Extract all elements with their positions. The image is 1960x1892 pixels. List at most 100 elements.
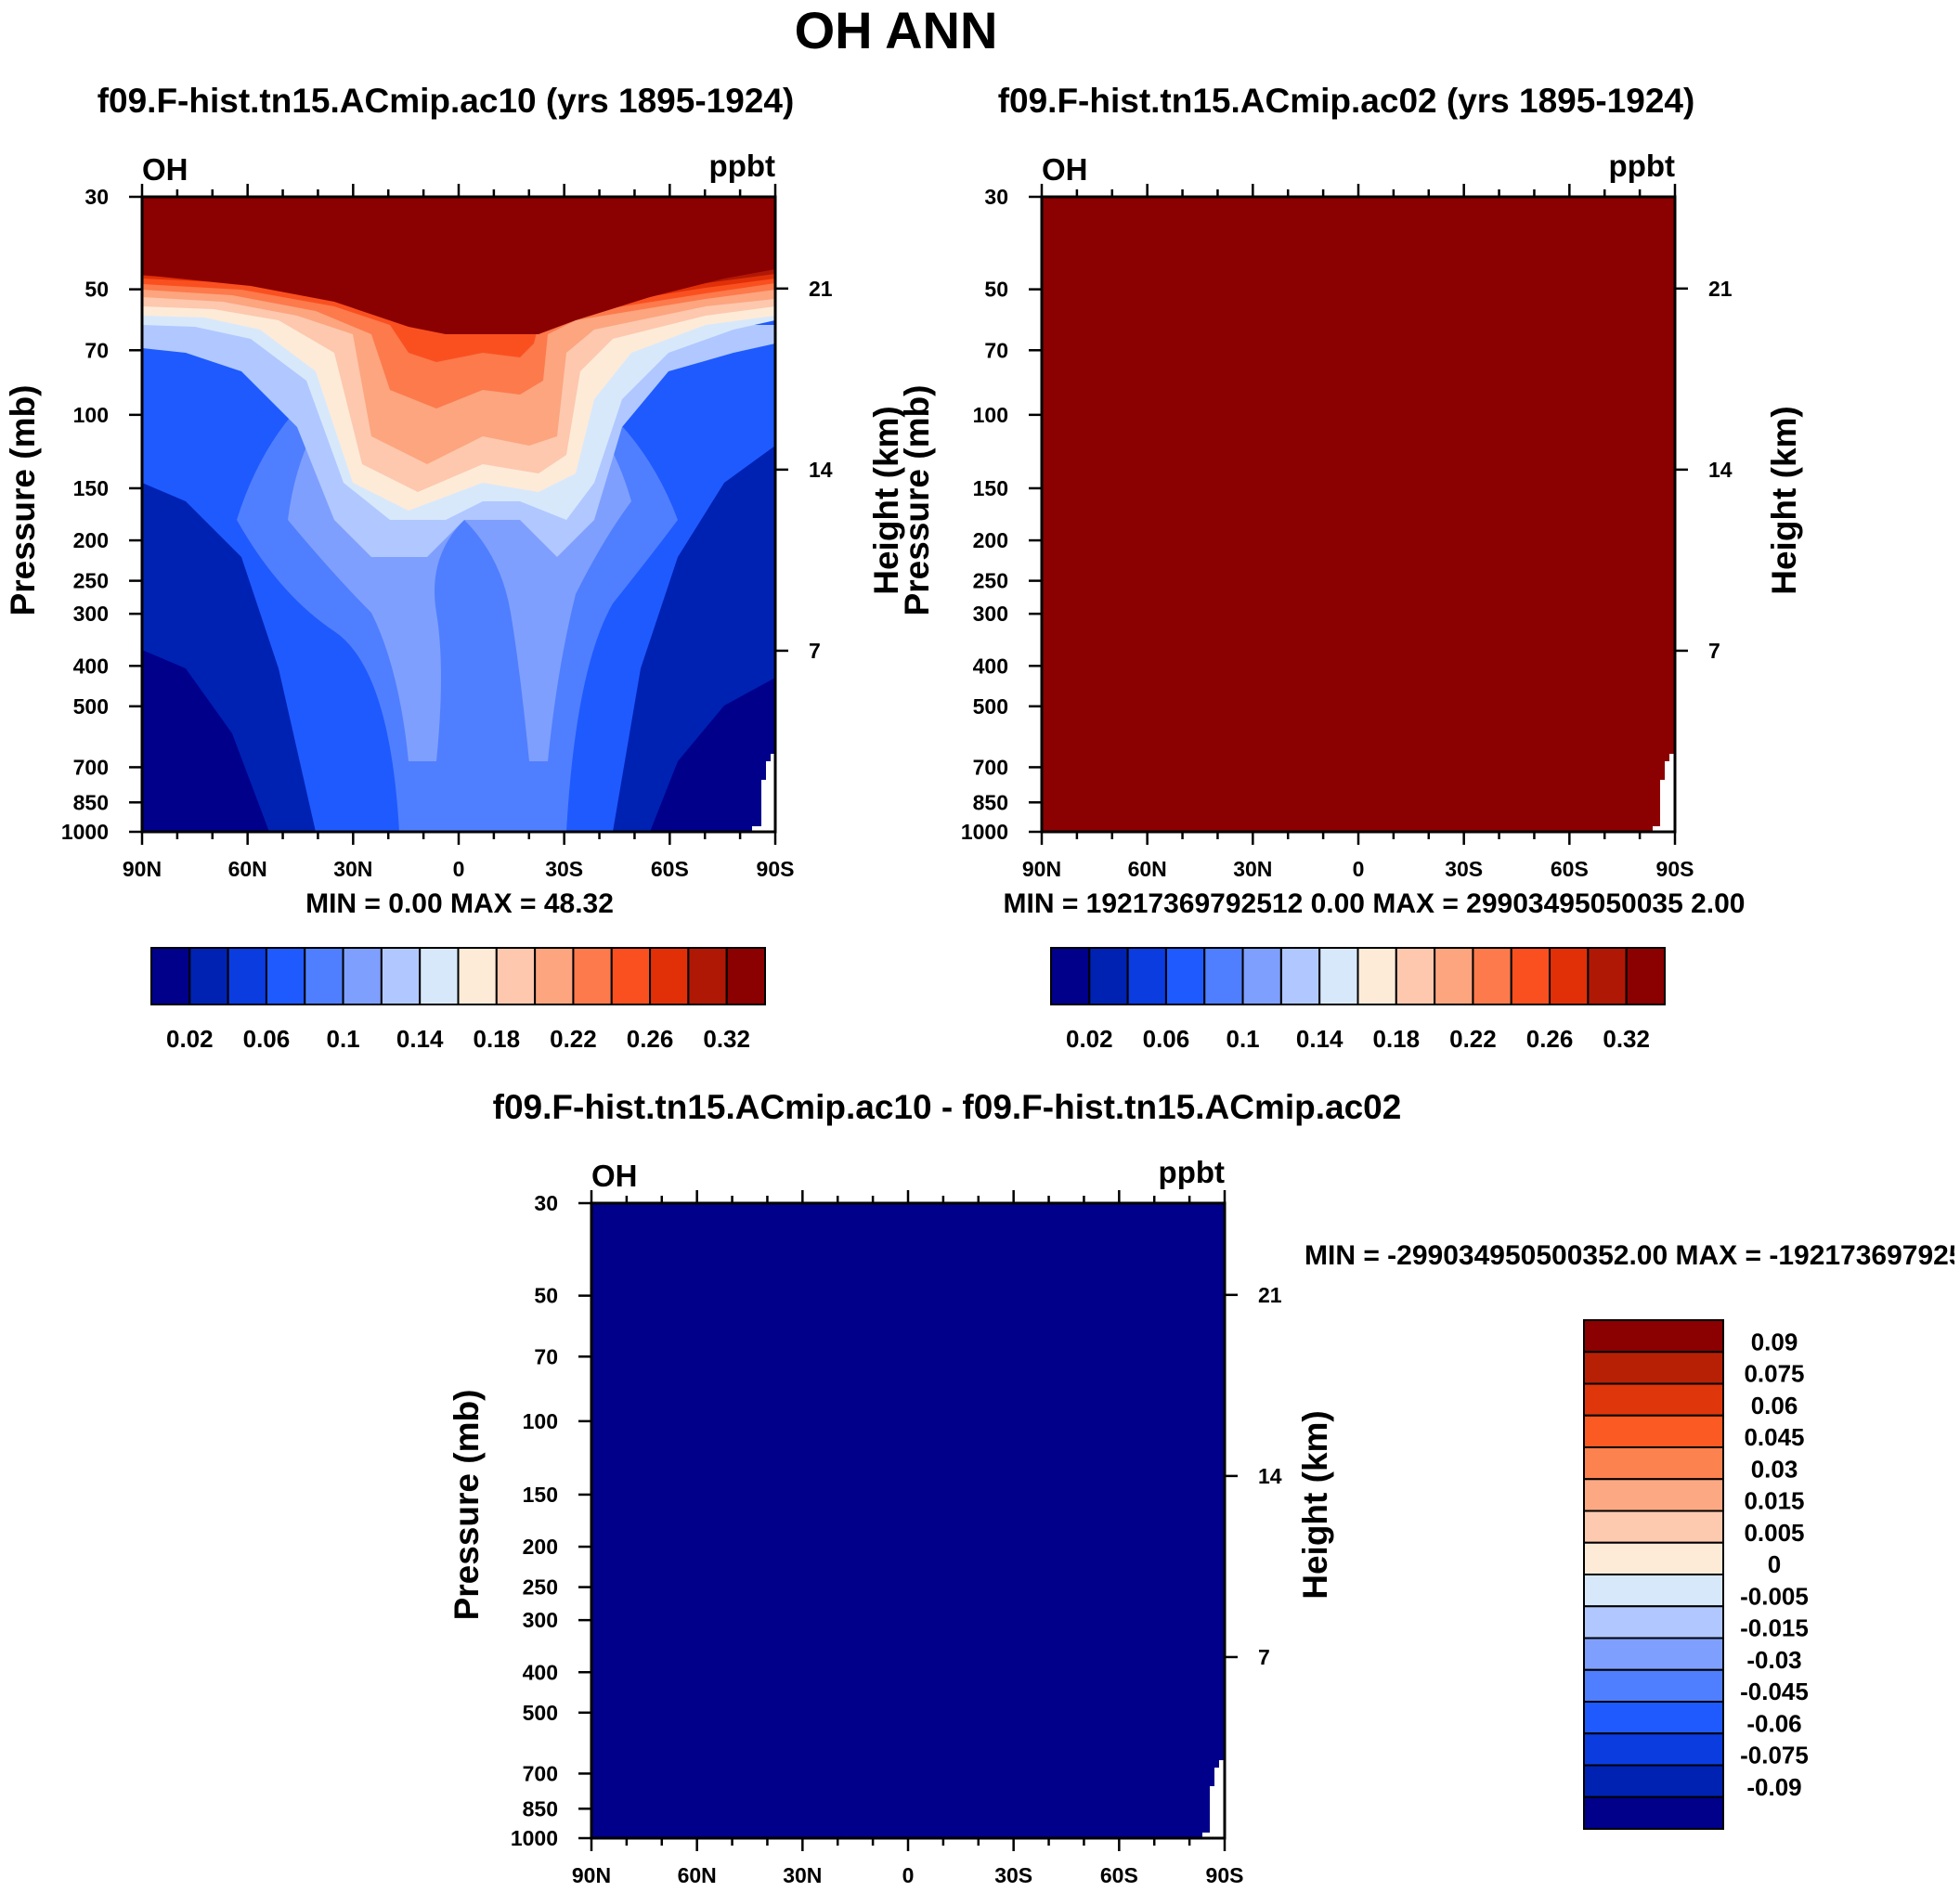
panel2-ytick-label: 850	[973, 790, 1008, 814]
colorbar-panel2-swatch	[1088, 947, 1129, 1005]
colorbar-diff-swatch	[1583, 1414, 1724, 1448]
panel3-ytick-label: 50	[534, 1284, 558, 1308]
colorbar-panel1-label: 0.02	[166, 1025, 214, 1053]
colorbar-diff-swatch	[1583, 1319, 1724, 1354]
colorbar-diff-label: -0.03	[1746, 1646, 1801, 1674]
colorbar-panel1-swatch	[380, 947, 422, 1005]
panel2-ytick-label: 500	[973, 694, 1008, 719]
colorbar-panel1-swatch	[265, 947, 306, 1005]
colorbar-panel2-swatch	[1279, 947, 1321, 1005]
colorbar-diff-swatch	[1583, 1701, 1724, 1735]
panel3-xtick-label: 60N	[678, 1863, 717, 1887]
colorbar-diff: 0.09 0.075 0.06 0.045 0.03 0.015 0.005 0 -0.005 -…	[1583, 1319, 1809, 1830]
panel1-xtick-label: 0	[453, 857, 465, 881]
panel2-ytick-label: 300	[973, 602, 1008, 626]
panel2-field	[1042, 197, 1675, 832]
colorbar-diff-label: 0.06	[1751, 1392, 1798, 1419]
panel3-ytick-label: 1000	[511, 1826, 558, 1850]
colorbar-diff-swatch	[1583, 1795, 1724, 1830]
colorbar-diff-label: 0.005	[1744, 1519, 1804, 1547]
colorbar-panel1-swatch	[227, 947, 267, 1005]
panel2-ytick-label: 400	[973, 654, 1008, 678]
panel2-y2tick-label: 7	[1708, 639, 1720, 663]
panel1-axes: 3050701001502002503004005007008501000211…	[61, 149, 833, 881]
panel3-y2tick-label: 7	[1258, 1645, 1270, 1669]
panel2-y2tick-label: 14	[1708, 458, 1733, 482]
colorbar-diff-swatch	[1583, 1510, 1724, 1544]
panel3-ytick-label: 100	[523, 1409, 558, 1433]
colorbar-panel1-swatch	[495, 947, 537, 1005]
colorbar-diff-swatch	[1583, 1668, 1724, 1703]
panel2-ytick-label: 1000	[961, 820, 1008, 844]
colorbar-panel2-swatch	[1510, 947, 1551, 1005]
panel2-xtick-label: 30N	[1233, 857, 1272, 881]
colorbar-diff-swatch	[1583, 1764, 1724, 1798]
panel3-ytick-label: 500	[523, 1701, 558, 1725]
colorbar-panel1-swatch	[188, 947, 229, 1005]
panel3-field	[591, 1203, 1225, 1838]
panel3-title: f09.F-hist.tn15.ACmip.ac10 - f09.F-hist.…	[492, 1088, 1402, 1126]
panel2-ytick-label: 50	[984, 278, 1008, 302]
panel3-xtick-label: 30S	[994, 1863, 1032, 1887]
colorbar-panel2-swatch	[1203, 947, 1244, 1005]
colorbar-panel1-swatch	[649, 947, 690, 1005]
colorbar-diff-label: 0.03	[1751, 1455, 1798, 1483]
colorbar-panel1-swatch	[342, 947, 383, 1005]
colorbar-diff-swatch	[1583, 1605, 1724, 1639]
panel1-xtick-label: 60S	[651, 857, 689, 881]
panel3-ytick-label: 300	[523, 1608, 558, 1632]
panel2-xtick-label: 0	[1353, 857, 1365, 881]
colorbar-diff-swatch	[1583, 1637, 1724, 1671]
panel3-var-name: OH	[591, 1159, 638, 1193]
figure-title: OH ANN	[794, 1, 998, 59]
panel1-y2tick-label: 7	[809, 639, 821, 663]
colorbar-panel1-label: 0.22	[550, 1025, 597, 1053]
colorbar-diff-label: -0.005	[1740, 1582, 1809, 1610]
colorbar-diff-label: -0.09	[1746, 1773, 1801, 1801]
panel1-fill-white-corner	[752, 754, 775, 832]
panel2-xtick-label: 90N	[1022, 857, 1061, 881]
panel1-y2tick-label: 21	[809, 277, 833, 301]
colorbar-panel2-swatch	[1395, 947, 1436, 1005]
colorbar-panel2-swatch	[1318, 947, 1359, 1005]
panel1-ytick-label: 1000	[61, 820, 109, 844]
panel2-y2tick-label: 21	[1708, 277, 1733, 301]
panel2-ytick-label: 200	[973, 528, 1008, 552]
panel3-y2tick-label: 14	[1258, 1464, 1282, 1488]
panel1-ytick-label: 400	[73, 654, 109, 678]
colorbar-panel2-swatch	[1625, 947, 1666, 1005]
panel2-xtick-label: 60S	[1551, 857, 1589, 881]
colorbar-diff-swatch	[1583, 1478, 1724, 1512]
colorbar-panel1-swatch	[419, 947, 460, 1005]
panel3-xtick-label: 0	[902, 1863, 915, 1887]
colorbar-panel1-swatch	[534, 947, 575, 1005]
colorbar-diff-label: 0.075	[1744, 1360, 1804, 1388]
colorbar-panel2-label: 0.02	[1066, 1025, 1113, 1053]
colorbar-panel1-label: 0.1	[326, 1025, 359, 1053]
colorbar-panel1-label: 0.26	[627, 1025, 674, 1053]
colorbar-panel1: 0.02 0.06 0.1 0.14 0.18 0.22 0.26 0.32	[150, 947, 766, 1053]
colorbar-diff-label: -0.06	[1746, 1709, 1801, 1737]
colorbar-panel2-swatch	[1472, 947, 1512, 1005]
panel2-xtick-label: 30S	[1445, 857, 1483, 881]
colorbar-panel2: 0.02 0.06 0.1 0.14 0.18 0.22 0.26 0.32	[1050, 947, 1666, 1053]
panel1-var-name: OH	[142, 152, 188, 187]
panel1-ytick-label: 700	[73, 755, 109, 779]
colorbar-diff-swatch	[1583, 1446, 1724, 1481]
panel2-ytick-label: 30	[984, 185, 1008, 209]
panel3-ytick-label: 30	[534, 1191, 558, 1215]
panel1-ytick-label: 150	[73, 476, 109, 500]
colorbar-panel1-label: 0.06	[243, 1025, 291, 1053]
panel2-var-name: OH	[1042, 152, 1088, 187]
panel3-ytick-label: 150	[523, 1483, 558, 1507]
panel1-title: f09.F-hist.tn15.ACmip.ac10 (yrs 1895-192…	[97, 82, 795, 120]
colorbar-panel2-swatch	[1434, 947, 1474, 1005]
colorbar-panel1-swatch	[572, 947, 613, 1005]
colorbar-diff-label: 0	[1768, 1550, 1781, 1578]
colorbar-panel2-swatch	[1241, 947, 1282, 1005]
panel3-ytick-label: 250	[523, 1575, 558, 1600]
colorbar-panel1-swatch	[304, 947, 344, 1005]
colorbar-diff-label: -0.045	[1740, 1678, 1809, 1705]
panel3-minmax: MIN = -299034950500352.00 MAX = -1921736…	[1305, 1240, 1954, 1271]
